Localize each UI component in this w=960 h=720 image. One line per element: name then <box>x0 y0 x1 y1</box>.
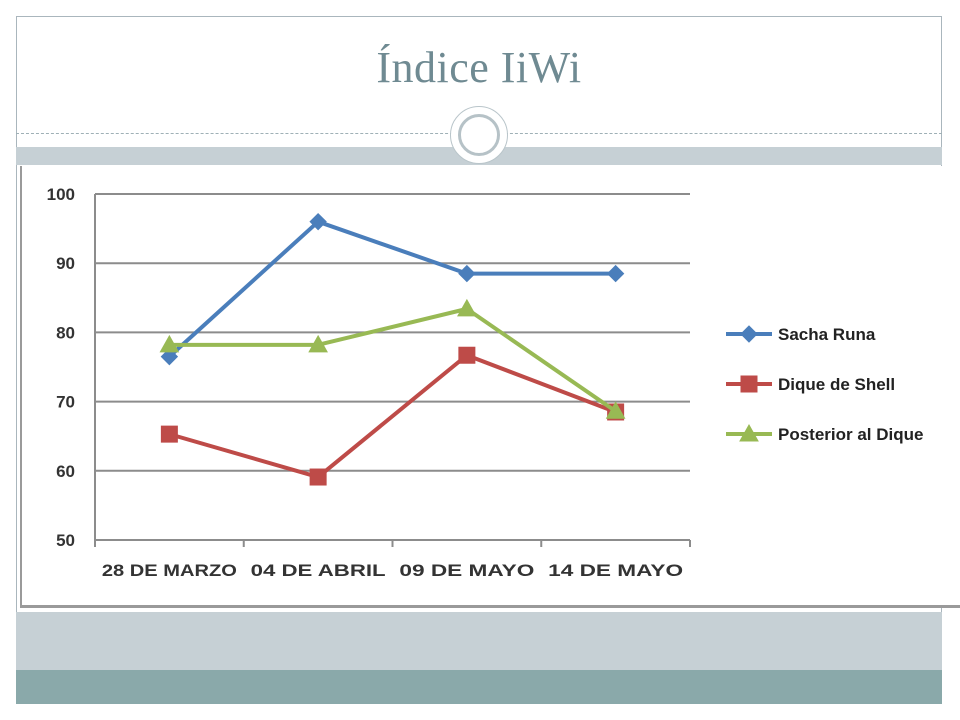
legend-entry: Sacha Runa <box>726 325 876 344</box>
series-layer <box>159 212 626 486</box>
footer-band-light <box>16 612 942 670</box>
legend-label: Dique de Shell <box>778 375 895 394</box>
legend-marker <box>740 375 758 393</box>
data-point <box>458 264 476 283</box>
series-2 <box>159 298 626 419</box>
data-point <box>159 334 180 353</box>
y-tick-label: 60 <box>56 462 75 481</box>
footer-band-dark <box>16 670 942 704</box>
data-point <box>160 347 179 366</box>
line-chart: 50 60 70 80 90 100 28 DE MARZO 04 DE ABRIL 09 DE… <box>47 185 924 580</box>
y-tick-label: 100 <box>47 185 75 204</box>
legend-label: Sacha Runa <box>778 325 876 344</box>
data-point <box>457 298 477 317</box>
series-line <box>169 306 617 413</box>
legend-marker <box>739 423 759 442</box>
x-tick-label: 14 DE MAYO <box>548 561 683 580</box>
data-point <box>309 212 327 231</box>
data-point <box>160 425 178 443</box>
x-tick-label: 09 DE MAYO <box>399 561 534 580</box>
x-tick-label: 28 DE MARZO <box>102 561 237 580</box>
legend-label: Posterior al Dique <box>778 425 923 444</box>
legend: Sacha Runa Dique de Shell Posterior al Diq… <box>726 325 923 444</box>
data-point <box>308 334 328 353</box>
series-line <box>168 353 617 480</box>
data-point <box>309 468 327 486</box>
legend-entry: Posterior al Dique <box>726 423 923 444</box>
x-tick-label: 04 DE ABRIL <box>251 561 386 580</box>
legend-marker <box>740 325 758 343</box>
chart-container: 50 60 70 80 90 100 28 DE MARZO 04 DE ABRIL 09 DE… <box>20 166 960 608</box>
data-point <box>458 346 476 364</box>
slide-title: Índice IiWi <box>376 43 582 92</box>
y-tick-label: 80 <box>56 323 75 342</box>
ornament-ring-icon <box>458 114 500 156</box>
data-point <box>606 264 625 283</box>
data-point <box>605 401 626 419</box>
axes: 50 60 70 80 90 100 28 DE MARZO 04 DE ABRIL 09 DE… <box>47 185 691 580</box>
series-1 <box>160 346 625 486</box>
y-tick-label: 70 <box>56 393 75 412</box>
series-0 <box>160 212 625 366</box>
y-tick-label: 90 <box>56 254 75 273</box>
series-line <box>168 219 616 359</box>
y-tick-label: 50 <box>56 531 75 550</box>
legend-entry: Dique de Shell <box>726 375 895 394</box>
